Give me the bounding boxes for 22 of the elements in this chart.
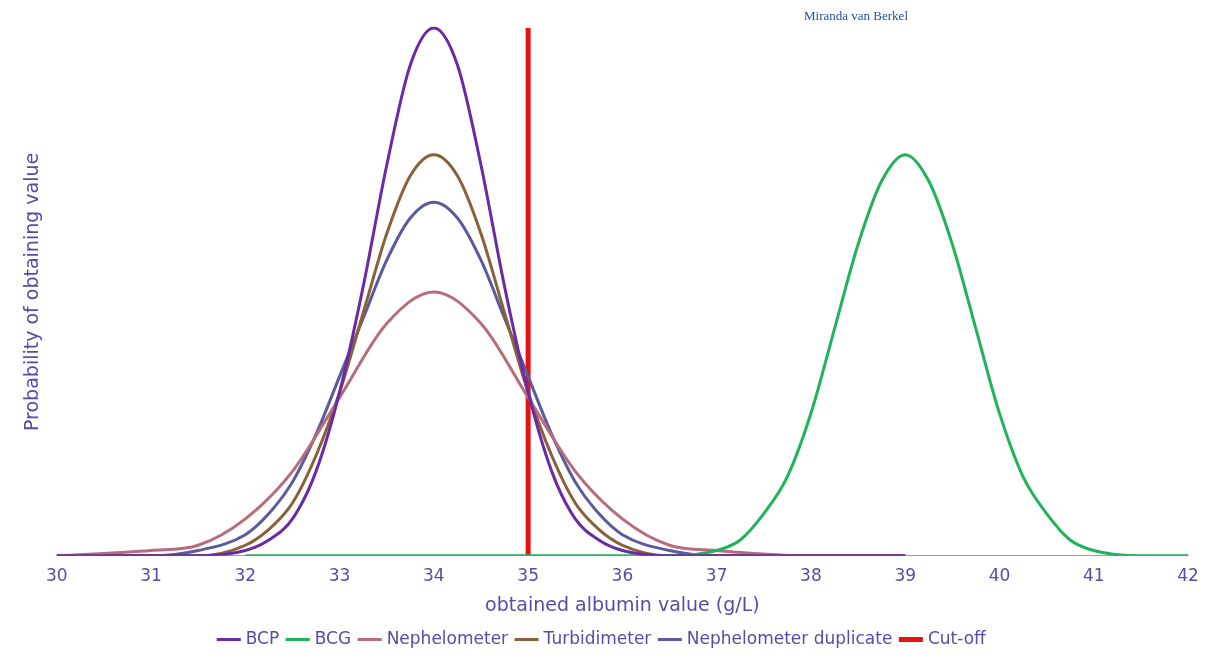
x-axis-title: obtained albumin value (g/L) [485, 592, 760, 615]
text: Miranda van Berkel [804, 8, 908, 24]
x-tick-label: 42 [1177, 565, 1199, 586]
x-tick-label: 40 [988, 565, 1011, 586]
x-tick-label: 30 [45, 565, 68, 586]
x-tick-label: 36 [611, 565, 634, 586]
legend-label: BCP [245, 627, 280, 648]
legend-label: Turbidimeter [542, 627, 652, 648]
x-tick-label: 35 [517, 565, 539, 586]
x-tick-label: 38 [800, 565, 822, 586]
legend-label: BCG [314, 627, 352, 648]
legend-label: Nephelometer [386, 627, 509, 648]
x-tick-label: 41 [1082, 565, 1105, 586]
legend-label: Cut-off [927, 627, 988, 648]
x-tick-label: 34 [423, 565, 445, 586]
x-tick-label: 31 [140, 565, 162, 586]
x-tick-label: 39 [894, 565, 917, 586]
x-tick-label: 37 [705, 565, 728, 586]
x-tick-label: 33 [328, 565, 351, 586]
x-tick-label: 32 [234, 565, 257, 586]
y-axis-title: Probability of obtaining value [20, 152, 43, 432]
legend-label: Nephelometer duplicate [686, 627, 893, 648]
